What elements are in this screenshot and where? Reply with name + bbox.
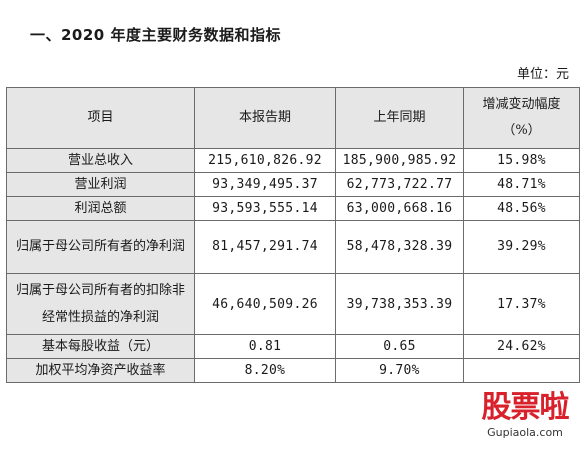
prior-value: 58,478,328.39: [335, 220, 464, 274]
header-current-period: 本报告期: [194, 87, 336, 149]
watermark-logo: 股票啦 Gupiaola.com: [469, 390, 581, 448]
current-value: 0.81: [194, 334, 336, 359]
row-label: 归属于母公司所有者的扣除非经常性损益的净利润: [6, 273, 195, 335]
header-prior-period: 上年同期: [335, 87, 464, 149]
row-label: 归属于母公司所有者的净利润: [6, 220, 195, 274]
prior-value: 0.65: [335, 334, 464, 359]
table-row: 营业利润 93,349,495.37 62,773,722.77 48.71%: [6, 172, 580, 197]
row-label: 利润总额: [6, 196, 195, 221]
table-header-row: 项目 本报告期 上年同期 增减变动幅度（%）: [6, 87, 580, 149]
row-label: 基本每股收益（元）: [6, 334, 195, 359]
current-value: 8.20%: [194, 358, 336, 383]
prior-value: 63,000,668.16: [335, 196, 464, 221]
current-value: 93,593,555.14: [194, 196, 336, 221]
prior-value: 185,900,985.92: [335, 148, 464, 173]
table-row: 基本每股收益（元） 0.81 0.65 24.62%: [6, 334, 580, 359]
change-value: 15.98%: [463, 148, 580, 173]
header-item: 项目: [6, 87, 195, 149]
table-row: 归属于母公司所有者的扣除非经常性损益的净利润 46,640,509.26 39,…: [6, 273, 580, 335]
watermark-text: 股票啦: [481, 390, 570, 425]
prior-value: 62,773,722.77: [335, 172, 464, 197]
table-row: 加权平均净资产收益率 8.20% 9.70%: [6, 358, 580, 383]
row-label: 营业总收入: [6, 148, 195, 173]
change-value: [463, 358, 580, 383]
header-change-pct: 增减变动幅度（%）: [463, 87, 580, 149]
change-value: 17.37%: [463, 273, 580, 335]
prior-value: 9.70%: [335, 358, 464, 383]
current-value: 93,349,495.37: [194, 172, 336, 197]
change-value: 48.56%: [463, 196, 580, 221]
change-value: 24.62%: [463, 334, 580, 359]
table-row: 利润总额 93,593,555.14 63,000,668.16 48.56%: [6, 196, 580, 221]
unit-label: 单位：元: [516, 67, 569, 82]
table-row: 归属于母公司所有者的净利润 81,457,291.74 58,478,328.3…: [6, 220, 580, 274]
table-row: 营业总收入 215,610,826.92 185,900,985.92 15.9…: [6, 148, 580, 173]
row-label: 营业利润: [6, 172, 195, 197]
prior-value: 39,738,353.39: [335, 273, 464, 335]
current-value: 81,457,291.74: [194, 220, 336, 274]
row-label: 加权平均净资产收益率: [6, 358, 195, 383]
watermark-url: Gupiaola.com: [487, 426, 563, 439]
change-value: 39.29%: [463, 220, 580, 274]
current-value: 46,640,509.26: [194, 273, 336, 335]
financial-data-table: 项目 本报告期 上年同期 增减变动幅度（%） 营业总收入 215,610,826…: [6, 87, 580, 383]
section-heading: 一、2020 年度主要财务数据和指标: [30, 26, 281, 44]
change-value: 48.71%: [463, 172, 580, 197]
current-value: 215,610,826.92: [194, 148, 336, 173]
